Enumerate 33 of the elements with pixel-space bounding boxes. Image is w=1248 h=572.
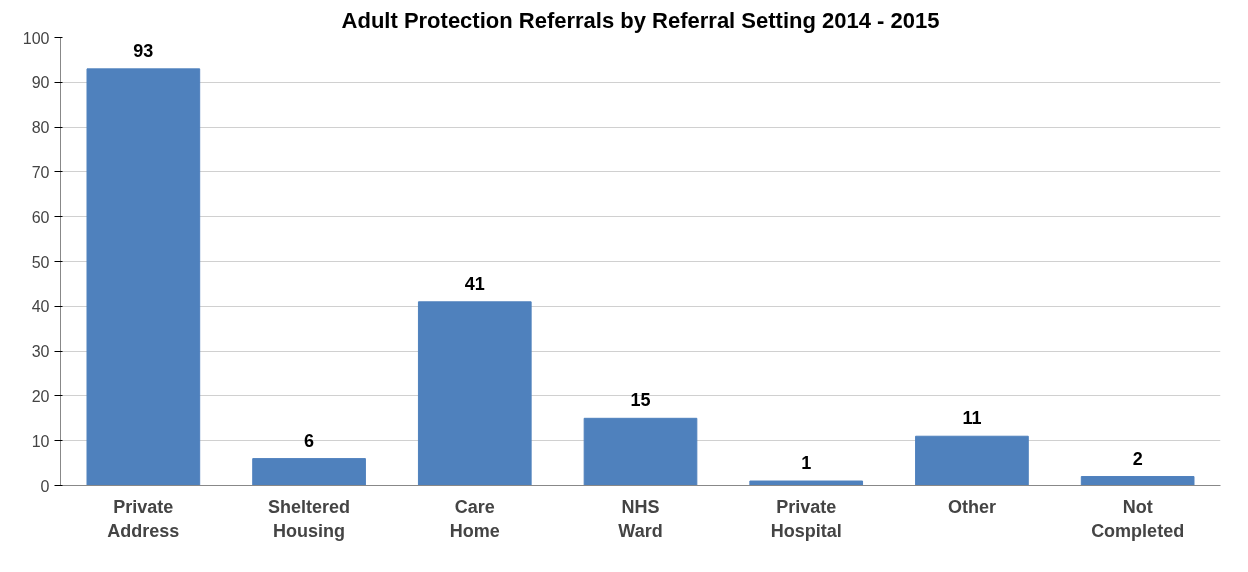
y-tick-label: 70	[31, 163, 50, 181]
data-label: 1	[801, 453, 812, 474]
x-tick-label: Private Address	[107, 496, 180, 541]
x-tick-label: Care Home	[449, 496, 500, 541]
x-tick-label: Other	[947, 496, 996, 517]
bar	[915, 435, 1029, 486]
data-label: 11	[962, 408, 982, 429]
x-tick-label: Private Hospital	[770, 496, 842, 541]
y-tick-label: 60	[31, 208, 50, 226]
y-tick-label: 20	[31, 387, 50, 405]
y-tick-label: 90	[31, 74, 50, 92]
bar	[1080, 476, 1195, 486]
data-label: 93	[133, 40, 154, 61]
bar	[417, 301, 532, 486]
y-tick-label: 100	[22, 29, 50, 47]
x-tick-label: Not Completed	[1091, 496, 1185, 541]
x-tick-label: NHS Ward	[618, 496, 663, 541]
data-label: 6	[304, 430, 315, 451]
y-tick-label: 40	[31, 298, 50, 316]
bar	[252, 458, 366, 486]
y-tick-label: 10	[31, 432, 50, 450]
x-tick-label: Sheltered Housing	[268, 496, 351, 541]
bar	[583, 417, 698, 486]
data-label: 15	[630, 390, 651, 411]
y-tick-label: 0	[40, 477, 50, 495]
y-tick-label: 50	[31, 253, 50, 271]
y-tick-label: 80	[31, 119, 50, 137]
y-tick-label: 30	[31, 343, 50, 361]
data-label: 2	[1132, 448, 1143, 469]
chart-title: Adult Protection Referrals by Referral Setting 2014 - 2015	[341, 7, 940, 33]
data-label: 41	[464, 273, 485, 294]
bar	[86, 68, 201, 486]
bar	[749, 480, 864, 486]
